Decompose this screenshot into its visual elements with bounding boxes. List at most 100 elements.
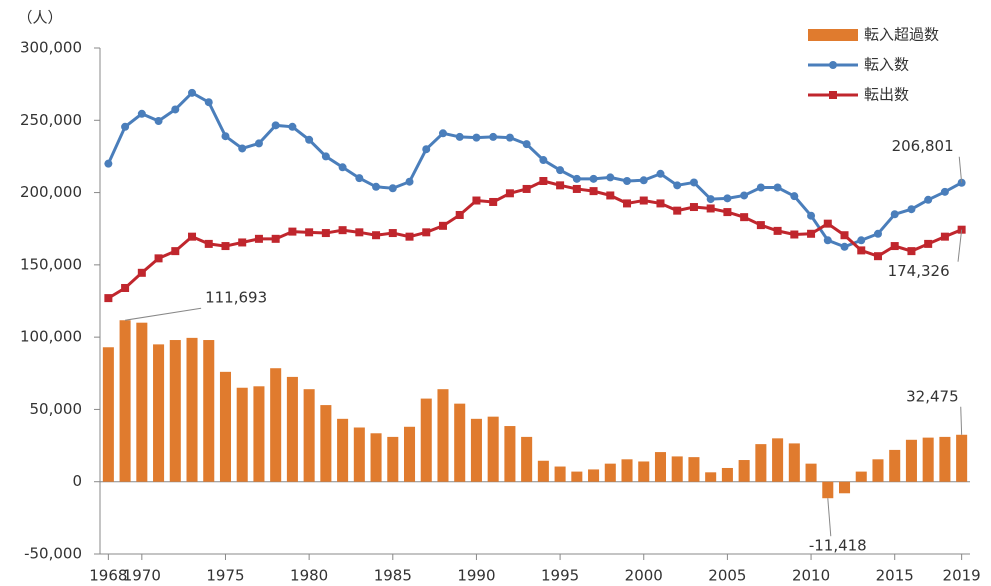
- marker: [254, 139, 263, 148]
- marker: [673, 181, 682, 190]
- marker: [857, 236, 866, 245]
- marker: [907, 205, 916, 214]
- marker: [589, 174, 598, 183]
- marker: [472, 133, 481, 142]
- y-tick-label: 200,000: [20, 183, 82, 201]
- bar: [604, 463, 616, 482]
- bar: [654, 452, 667, 482]
- bar: [487, 416, 499, 482]
- x-tick-label: 1990: [457, 567, 495, 585]
- marker: [505, 133, 514, 142]
- bar: [153, 344, 165, 482]
- marker: [288, 227, 297, 236]
- marker: [121, 122, 130, 131]
- marker: [305, 228, 314, 237]
- marker: [673, 206, 682, 215]
- bar: [454, 403, 466, 482]
- marker: [171, 247, 180, 256]
- bar: [755, 444, 767, 482]
- legend-marker: [829, 61, 837, 69]
- marker: [539, 156, 548, 165]
- marker: [756, 221, 765, 230]
- bar: [370, 433, 382, 482]
- marker: [472, 196, 481, 205]
- bar: [470, 418, 482, 482]
- marker: [438, 129, 447, 138]
- bar: [889, 449, 901, 482]
- bar: [119, 320, 131, 482]
- bar: [136, 322, 148, 482]
- bar: [872, 459, 884, 482]
- bar: [688, 457, 700, 482]
- marker: [940, 187, 949, 196]
- marker: [689, 203, 698, 212]
- marker: [288, 122, 297, 131]
- marker: [137, 268, 146, 277]
- y-tick-label: 250,000: [20, 111, 82, 129]
- marker: [372, 182, 381, 191]
- bar: [671, 456, 683, 482]
- bar: [738, 460, 750, 482]
- marker: [372, 231, 381, 240]
- marker: [656, 199, 665, 208]
- y-tick-label: 50,000: [30, 400, 83, 418]
- line: [107, 179, 963, 300]
- marker: [254, 234, 263, 243]
- marker: [121, 283, 130, 292]
- marker: [271, 234, 280, 243]
- x-tick-label: 2019: [943, 567, 981, 585]
- marker: [907, 247, 916, 256]
- leader-line: [960, 406, 963, 435]
- bar: [805, 463, 817, 482]
- marker: [823, 219, 832, 228]
- bar: [420, 398, 432, 482]
- marker: [188, 88, 197, 97]
- bar: [337, 418, 349, 482]
- marker: [505, 189, 514, 198]
- marker: [238, 238, 247, 247]
- marker: [338, 226, 347, 235]
- legend-swatch: [808, 29, 858, 41]
- marker: [539, 177, 548, 186]
- marker: [589, 187, 598, 196]
- y-tick-label: 150,000: [20, 255, 82, 273]
- bar: [956, 434, 968, 482]
- marker: [355, 174, 364, 183]
- bar: [303, 389, 315, 482]
- marker: [556, 166, 565, 175]
- marker: [623, 199, 632, 208]
- x-tick-label: 1968: [89, 567, 127, 585]
- marker: [271, 121, 280, 130]
- bar: [721, 467, 733, 482]
- bar: [922, 437, 934, 482]
- x-tick-label: 1985: [374, 567, 412, 585]
- marker: [338, 163, 347, 172]
- bar: [772, 438, 784, 482]
- x-tick-label: 2010: [792, 567, 830, 585]
- legend-label: 転入数: [864, 56, 909, 74]
- marker: [321, 152, 330, 161]
- marker: [807, 211, 816, 220]
- marker: [689, 178, 698, 187]
- leader-line: [125, 307, 202, 321]
- bar: [838, 481, 851, 494]
- marker: [522, 184, 531, 193]
- legend-marker: [829, 91, 837, 99]
- marker: [572, 174, 581, 183]
- marker: [388, 184, 397, 193]
- y-tick-label: 0: [72, 472, 82, 490]
- marker: [740, 213, 749, 222]
- marker: [773, 183, 782, 192]
- x-tick-label: 1975: [206, 567, 244, 585]
- bar: [387, 436, 399, 482]
- bar: [270, 368, 282, 482]
- x-tick-label: 2015: [876, 567, 914, 585]
- marker: [104, 159, 113, 168]
- marker: [606, 173, 615, 182]
- marker: [154, 254, 163, 263]
- leader-line: [957, 229, 963, 262]
- marker: [221, 242, 230, 251]
- marker: [790, 192, 799, 201]
- marker: [188, 232, 197, 241]
